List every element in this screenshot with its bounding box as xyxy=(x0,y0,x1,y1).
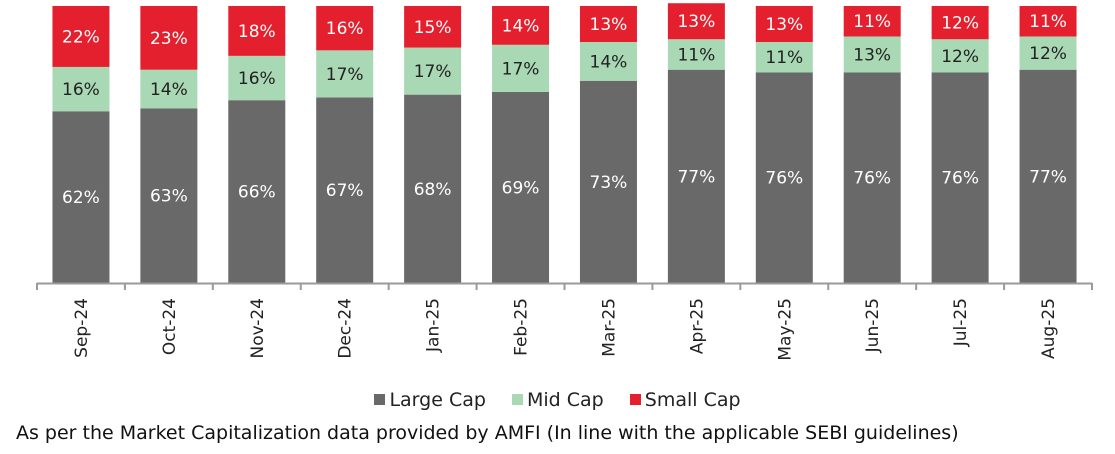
bar-mid-cap-aug-25 xyxy=(1019,36,1077,70)
bar-small-cap-mar-25 xyxy=(579,6,637,43)
legend-swatch-small-cap xyxy=(629,394,641,405)
legend-label-mid-cap: Mid Cap xyxy=(526,389,604,411)
bar-mid-cap-mar-25 xyxy=(579,42,637,81)
data-label-large-cap-may-25: 76% xyxy=(765,169,803,189)
data-label-small-cap-feb-25: 14% xyxy=(502,16,540,36)
bar-large-cap-apr-25 xyxy=(667,69,725,284)
bar-large-cap-sep-24 xyxy=(52,111,110,283)
bar-small-cap-nov-24 xyxy=(228,6,286,56)
data-label-small-cap-jan-25: 15% xyxy=(414,18,452,38)
bar-large-cap-jun-25 xyxy=(843,72,901,283)
data-label-mid-cap-sep-24: 16% xyxy=(62,80,100,100)
bar-large-cap-nov-24 xyxy=(228,100,286,284)
data-label-large-cap-jul-25: 76% xyxy=(941,169,979,189)
bar-mid-cap-may-25 xyxy=(755,42,813,73)
data-label-small-cap-mar-25: 13% xyxy=(590,15,628,35)
bar-mid-cap-apr-25 xyxy=(667,39,725,70)
x-tick-label-may-25: May-25 xyxy=(775,298,795,361)
legend: Large Cap Mid Cap Small Cap xyxy=(0,389,1115,411)
x-tick-label-jun-25: Jun-25 xyxy=(863,298,883,353)
data-label-small-cap-apr-25: 13% xyxy=(677,12,715,32)
data-label-small-cap-jul-25: 12% xyxy=(941,14,979,34)
data-label-large-cap-feb-25: 69% xyxy=(502,178,540,198)
legend-item-large-cap: Large Cap xyxy=(374,389,486,411)
data-label-small-cap-aug-25: 11% xyxy=(1029,12,1067,32)
bar-small-cap-dec-24 xyxy=(316,6,374,51)
legend-label-small-cap: Small Cap xyxy=(644,389,741,411)
bar-small-cap-jun-25 xyxy=(843,6,901,37)
legend-item-small-cap: Small Cap xyxy=(629,389,741,411)
bar-large-cap-may-25 xyxy=(755,72,813,283)
data-label-large-cap-jun-25: 76% xyxy=(853,169,891,189)
x-tick-label-aug-25: Aug-25 xyxy=(1039,298,1059,359)
bar-mid-cap-oct-24 xyxy=(140,69,198,109)
data-label-mid-cap-jan-25: 17% xyxy=(414,62,452,82)
data-label-large-cap-oct-24: 63% xyxy=(150,187,188,207)
bar-small-cap-feb-25 xyxy=(492,6,550,45)
x-tick-label-mar-25: Mar-25 xyxy=(599,298,619,357)
data-label-small-cap-oct-24: 23% xyxy=(150,29,188,49)
data-label-large-cap-jan-25: 68% xyxy=(414,180,452,200)
bar-small-cap-jan-25 xyxy=(404,6,462,48)
bar-mid-cap-nov-24 xyxy=(228,55,286,101)
bar-mid-cap-dec-24 xyxy=(316,50,374,98)
x-tick-label-apr-25: Apr-25 xyxy=(687,298,707,354)
data-label-mid-cap-mar-25: 14% xyxy=(590,52,628,72)
x-tick-label-jan-25: Jan-25 xyxy=(424,298,444,353)
bar-large-cap-aug-25 xyxy=(1019,69,1077,284)
footnote: As per the Market Capitalization data pr… xyxy=(16,422,959,444)
data-label-mid-cap-dec-24: 17% xyxy=(326,65,364,85)
x-tick-label-feb-25: Feb-25 xyxy=(512,298,532,356)
legend-swatch-large-cap xyxy=(374,394,386,405)
data-label-small-cap-jun-25: 11% xyxy=(853,12,891,32)
x-tick-label-sep-24: Sep-24 xyxy=(72,298,92,358)
data-label-small-cap-sep-24: 22% xyxy=(62,27,100,47)
bar-mid-cap-jul-25 xyxy=(931,39,989,73)
data-label-large-cap-mar-25: 73% xyxy=(590,173,628,193)
bar-large-cap-feb-25 xyxy=(492,91,550,284)
data-label-mid-cap-feb-25: 17% xyxy=(502,59,540,79)
data-label-small-cap-dec-24: 16% xyxy=(326,19,364,39)
bar-small-cap-apr-25 xyxy=(667,3,725,40)
bar-small-cap-may-25 xyxy=(755,6,813,43)
x-tick-label-jul-25: Jul-25 xyxy=(951,298,971,347)
legend-item-mid-cap: Mid Cap xyxy=(511,389,604,411)
bar-large-cap-mar-25 xyxy=(579,80,637,283)
data-label-large-cap-nov-24: 66% xyxy=(238,183,276,203)
x-tick-label-nov-24: Nov-24 xyxy=(248,298,268,359)
data-label-large-cap-sep-24: 62% xyxy=(62,188,100,208)
bar-small-cap-oct-24 xyxy=(140,6,198,70)
data-label-small-cap-nov-24: 18% xyxy=(238,22,276,42)
x-tick-label-dec-24: Dec-24 xyxy=(336,298,356,359)
bar-large-cap-oct-24 xyxy=(140,108,198,284)
bar-large-cap-jan-25 xyxy=(404,94,462,283)
bar-mid-cap-sep-24 xyxy=(52,66,110,112)
data-label-mid-cap-jun-25: 13% xyxy=(853,45,891,65)
data-label-mid-cap-nov-24: 16% xyxy=(238,69,276,89)
bar-mid-cap-jan-25 xyxy=(404,47,462,95)
bar-small-cap-jul-25 xyxy=(931,6,989,40)
bar-small-cap-sep-24 xyxy=(52,6,110,67)
data-label-mid-cap-may-25: 11% xyxy=(765,48,803,68)
bar-small-cap-aug-25 xyxy=(1019,6,1077,37)
x-tick-label-oct-24: Oct-24 xyxy=(160,298,180,355)
bar-mid-cap-feb-25 xyxy=(492,44,550,92)
data-label-large-cap-apr-25: 77% xyxy=(677,167,715,187)
data-label-mid-cap-oct-24: 14% xyxy=(150,80,188,100)
data-label-mid-cap-apr-25: 11% xyxy=(677,45,715,65)
data-label-large-cap-dec-24: 67% xyxy=(326,181,364,201)
data-label-large-cap-aug-25: 77% xyxy=(1029,167,1067,187)
bar-mid-cap-jun-25 xyxy=(843,36,901,73)
legend-label-large-cap: Large Cap xyxy=(389,389,486,411)
stacked-bar-chart: 62% 16% 22% Sep-24 63% 14% 23% Oct-24 66% 16% 18% N… xyxy=(36,3,1093,361)
data-label-small-cap-may-25: 13% xyxy=(765,15,803,35)
bar-large-cap-dec-24 xyxy=(316,97,374,283)
legend-swatch-mid-cap xyxy=(511,394,523,405)
data-label-mid-cap-aug-25: 12% xyxy=(1029,44,1067,64)
bar-large-cap-jul-25 xyxy=(931,72,989,283)
data-label-mid-cap-jul-25: 12% xyxy=(941,47,979,67)
